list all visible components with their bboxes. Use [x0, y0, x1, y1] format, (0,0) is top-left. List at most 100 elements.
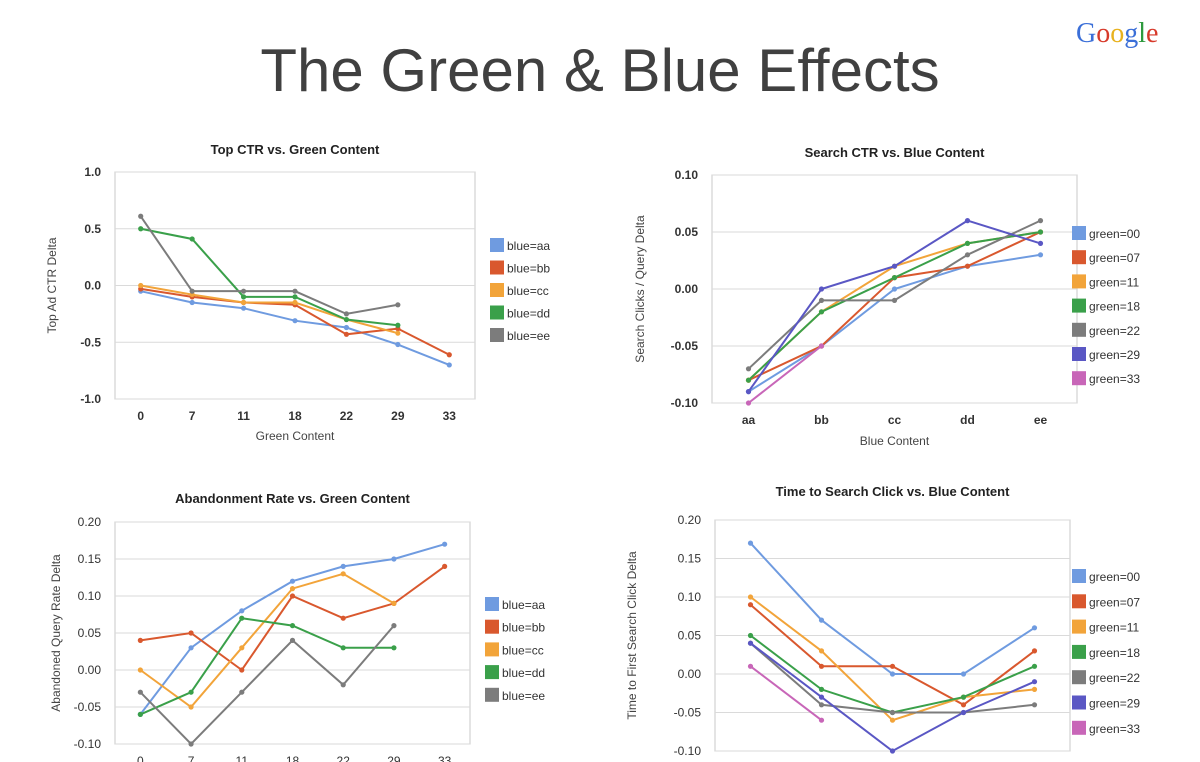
legend-swatch — [485, 687, 499, 702]
legend-label: green=00 — [1089, 570, 1140, 584]
x-axis-label: Green Content — [256, 429, 335, 443]
data-point-blue-dd — [188, 689, 194, 695]
y-tick-label: -0.10 — [74, 737, 102, 751]
y-tick-label: 0.00 — [678, 667, 702, 681]
data-point-blue-dd — [137, 711, 143, 717]
y-tick-label: 0.00 — [675, 282, 699, 296]
data-point-blue-bb — [343, 331, 350, 337]
x-tick-label: 29 — [391, 409, 405, 423]
y-axis-label: Top Ad CTR Delta — [45, 237, 59, 333]
data-point-blue-ee — [289, 637, 296, 643]
y-tick-label: 0.10 — [678, 590, 702, 604]
data-point-green-18 — [818, 686, 825, 692]
data-point-green-33 — [818, 717, 825, 723]
x-tick-label: 22 — [337, 754, 351, 762]
data-point-blue-aa — [292, 318, 298, 324]
legend-swatch — [490, 283, 504, 297]
chart-title: Top CTR vs. Green Content — [211, 142, 380, 157]
data-point-blue-cc — [391, 600, 397, 606]
y-tick-label: 0.20 — [78, 515, 102, 529]
time-to-search-click-chart: 0.200.150.100.050.00-0.05-0.10aabbccddee… — [625, 484, 1140, 762]
data-point-green-22 — [818, 297, 825, 303]
data-point-green-07 — [960, 702, 967, 708]
data-point-blue-ee — [395, 302, 401, 308]
legend-label: green=11 — [1089, 275, 1139, 289]
data-point-blue-bb — [289, 593, 296, 599]
data-point-blue-cc — [340, 571, 346, 577]
data-point-green-18 — [960, 694, 967, 700]
legend-swatch — [1072, 619, 1086, 634]
x-tick-label: aa — [742, 413, 756, 427]
legend-label: blue=dd — [507, 307, 550, 321]
legend-swatch — [1072, 569, 1086, 583]
data-point-blue-cc — [138, 282, 144, 289]
series-line-blue-cc — [140, 284, 399, 335]
data-point-green-07 — [964, 263, 971, 269]
data-point-blue-dd — [239, 615, 245, 621]
data-point-blue-ee — [188, 741, 194, 747]
data-point-green-11 — [889, 717, 896, 723]
data-point-blue-ee — [138, 213, 144, 219]
data-point-green-33 — [745, 400, 752, 406]
legend-swatch — [485, 642, 499, 657]
x-tick-label: 11 — [236, 754, 249, 762]
y-tick-label: -0.05 — [74, 700, 102, 714]
legend-label: green=29 — [1089, 697, 1140, 711]
data-point-blue-dd — [340, 645, 346, 651]
data-point-green-18 — [747, 632, 754, 639]
y-tick-label: 0.15 — [78, 552, 102, 566]
data-point-blue-dd — [189, 236, 195, 242]
x-tick-label: 18 — [286, 754, 300, 762]
data-point-blue-cc — [137, 667, 143, 673]
x-tick-label: bb — [814, 413, 829, 427]
x-tick-label: ee — [1034, 413, 1048, 427]
y-tick-label: 0.10 — [78, 589, 102, 603]
legend-swatch — [485, 619, 499, 634]
x-tick-label: 0 — [137, 409, 144, 423]
legend-label: green=07 — [1089, 251, 1140, 265]
y-tick-label: -0.10 — [671, 396, 699, 410]
y-tick-label: -1.0 — [80, 392, 101, 406]
data-point-green-18 — [1037, 229, 1044, 235]
data-point-green-07 — [747, 602, 754, 608]
series-line-blue-ee — [139, 624, 395, 746]
series-line-blue-ee — [139, 215, 399, 315]
data-point-blue-aa — [391, 556, 397, 562]
legend-swatch — [1072, 371, 1086, 386]
google-logo-letter: l — [1138, 18, 1147, 49]
legend-swatch — [1072, 250, 1086, 265]
data-point-green-18 — [1031, 663, 1038, 669]
y-tick-label: 0.00 — [78, 663, 102, 677]
data-point-blue-dd — [395, 322, 401, 328]
data-point-blue-cc — [395, 330, 401, 336]
data-point-blue-cc — [240, 299, 247, 306]
legend-label: green=18 — [1089, 300, 1140, 314]
data-point-green-22 — [889, 709, 896, 716]
data-point-green-11 — [818, 648, 825, 654]
x-tick-label: cc — [888, 413, 902, 427]
data-point-green-18 — [891, 275, 898, 281]
legend-label: blue=ee — [502, 689, 545, 703]
x-tick-label: 7 — [188, 754, 195, 762]
y-tick-label: 0.05 — [675, 225, 699, 239]
legend-label: blue=dd — [502, 666, 545, 680]
legend-label: blue=aa — [502, 598, 545, 612]
data-point-blue-cc — [188, 704, 194, 710]
google-logo-letter: o — [1096, 18, 1111, 49]
legend-label: green=11 — [1089, 621, 1139, 635]
data-point-green-00 — [889, 671, 896, 677]
data-point-green-29 — [960, 709, 967, 716]
y-tick-label: -0.05 — [671, 339, 699, 353]
data-point-blue-aa — [343, 324, 350, 331]
legend-swatch — [1072, 644, 1086, 659]
data-point-blue-cc — [292, 299, 298, 306]
data-point-blue-ee — [240, 288, 247, 294]
legend-swatch — [485, 665, 499, 680]
data-point-green-22 — [818, 702, 825, 708]
data-point-green-29 — [745, 389, 752, 395]
legend-label: green=00 — [1089, 227, 1140, 241]
legend-label: green=33 — [1089, 722, 1140, 736]
data-point-blue-bb — [137, 637, 143, 643]
y-tick-label: 0.0 — [84, 279, 101, 293]
legend-swatch — [1072, 226, 1086, 240]
